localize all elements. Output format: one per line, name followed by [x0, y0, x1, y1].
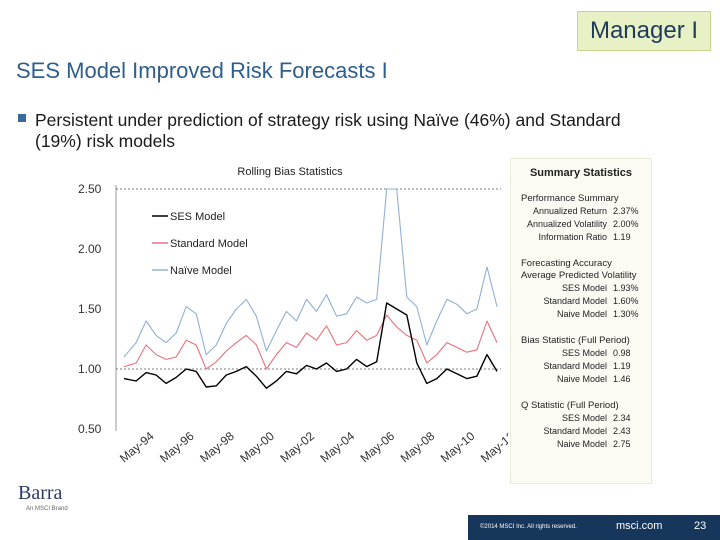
- y-tick-label: 0.50: [78, 422, 102, 436]
- x-tick-label: May-06: [358, 429, 398, 466]
- row-value: 1.30%: [613, 309, 639, 319]
- series-line-naive: [123, 188, 498, 358]
- section-heading-performance: Performance Summary: [521, 193, 619, 204]
- x-tick-label: May-02: [277, 429, 317, 466]
- summary-row: Annualized Return 2.37%: [511, 205, 651, 218]
- summary-row: Information Ratio 1.19: [511, 231, 651, 244]
- row-value: 2.00%: [613, 219, 639, 229]
- summary-row: Naive Model 2.75: [511, 438, 651, 451]
- footer-bar: [468, 515, 720, 540]
- summary-row: Annualized Volatility 2.00%: [511, 218, 651, 231]
- section-heading-forecasting: Forecasting Accuracy: [521, 258, 612, 269]
- x-tick-label: May-96: [157, 429, 197, 466]
- section-subheading-volatility: Average Predicted Volatility: [521, 270, 637, 281]
- row-value: 1.19: [613, 361, 631, 371]
- row-label: Naive Model: [556, 439, 607, 449]
- summary-row: SES Model 0.98: [511, 347, 651, 360]
- summary-row: SES Model 1.93%: [511, 282, 651, 295]
- row-value: 0.98: [613, 348, 631, 358]
- chart-title: Rolling Bias Statistics: [237, 166, 343, 178]
- series-line-ses: [123, 302, 498, 389]
- summary-row: Standard Model 1.19: [511, 360, 651, 373]
- summary-row: Naive Model 1.30%: [511, 308, 651, 321]
- x-tick-label: May-10: [438, 429, 478, 466]
- row-label: Annualized Return: [532, 206, 607, 216]
- x-tick-label: May-94: [117, 429, 157, 466]
- row-value: 2.75: [613, 439, 631, 449]
- footer-copyright: ©2014 MSCI Inc. All rights reserved.: [480, 524, 577, 530]
- x-tick-label: May-12: [478, 429, 508, 466]
- row-label: Standard Model: [543, 296, 607, 306]
- section-heading-bias: Bias Statistic (Full Period): [521, 335, 630, 346]
- row-label: Standard Model: [543, 361, 607, 371]
- row-value: 1.46: [613, 374, 631, 384]
- bullet-text: Persistent under prediction of strategy …: [35, 110, 621, 151]
- summary-row: SES Model 2.34: [511, 412, 651, 425]
- row-label: Annualized Volatility: [526, 219, 607, 229]
- row-label: Standard Model: [543, 426, 607, 436]
- x-tick-label: May-04: [317, 429, 357, 466]
- summary-statistics-panel: Summary Statistics Performance Summary A…: [510, 158, 652, 484]
- legend-label: SES Model: [170, 211, 225, 223]
- row-label: Naive Model: [556, 309, 607, 319]
- row-value: 1.19: [613, 232, 631, 242]
- manager-badge: Manager I: [577, 11, 711, 51]
- y-tick-label: 1.00: [78, 362, 102, 376]
- barra-logo-subtitle: An MSCI Brand: [26, 506, 68, 512]
- summary-row: Naive Model 1.46: [511, 373, 651, 386]
- x-tick-label: May-08: [398, 429, 438, 466]
- summary-row: Standard Model 1.60%: [511, 295, 651, 308]
- legend-label: Standard Model: [170, 238, 248, 250]
- footer-url: msci.com: [616, 520, 663, 532]
- row-value: 2.34: [613, 413, 631, 423]
- rolling-bias-chart: Rolling Bias Statistics 2.50 2.00 1.50 1.00…: [64, 158, 508, 484]
- bullet-point: Persistent under prediction of strategy …: [18, 110, 658, 152]
- row-label: Naive Model: [556, 374, 607, 384]
- row-value: 1.60%: [613, 296, 639, 306]
- page-number: 23: [694, 520, 707, 532]
- y-tick-label: 2.00: [78, 242, 102, 256]
- x-tick-label: May-00: [237, 429, 277, 466]
- row-label: SES Model: [561, 413, 607, 423]
- legend-label: Naïve Model: [170, 265, 232, 277]
- row-label: SES Model: [561, 283, 607, 293]
- x-tick-label: May-98: [197, 429, 237, 466]
- row-value: 2.43: [613, 426, 631, 436]
- barra-logo: Barra: [18, 482, 63, 504]
- y-tick-label: 2.50: [78, 182, 102, 196]
- summary-row: Standard Model 2.43: [511, 425, 651, 438]
- row-label: SES Model: [561, 348, 607, 358]
- chart-svg: Rolling Bias Statistics 2.50 2.00 1.50 1.00…: [78, 166, 508, 466]
- series-line-standard: [123, 314, 498, 370]
- row-value: 1.93%: [613, 283, 639, 293]
- section-heading-q-statistic: Q Statistic (Full Period): [521, 400, 619, 411]
- row-label: Information Ratio: [538, 232, 607, 242]
- slide-title: SES Model Improved Risk Forecasts I: [16, 58, 388, 83]
- bullet-square-icon: [18, 114, 26, 122]
- row-value: 2.37%: [613, 206, 639, 216]
- y-tick-label: 1.50: [78, 302, 102, 316]
- summary-title: Summary Statistics: [529, 167, 633, 179]
